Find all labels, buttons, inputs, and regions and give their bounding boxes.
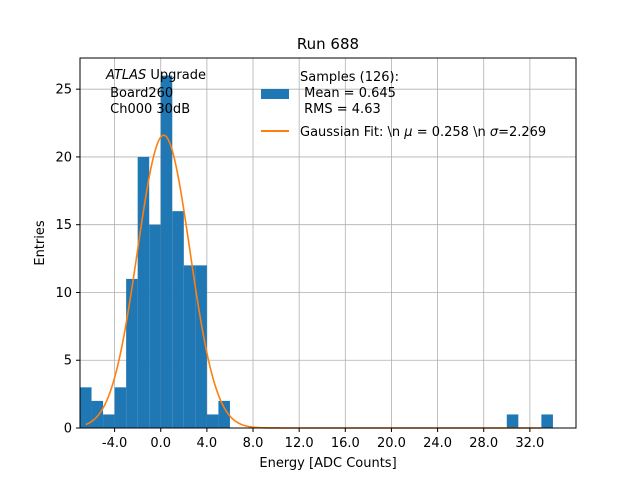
histogram-bar xyxy=(114,387,127,428)
legend-fit-sigma-text: =2.269 xyxy=(498,125,546,140)
x-tick-label: 24.0 xyxy=(423,436,452,451)
legend-patch-samples xyxy=(261,89,289,99)
chart-title: Run 688 xyxy=(297,35,359,53)
histogram-bar xyxy=(80,387,92,428)
x-tick-label: 8.0 xyxy=(243,436,264,451)
histogram-bar xyxy=(137,156,150,428)
annotation-italic-word: ATLAS xyxy=(105,68,146,83)
legend-samples-line-3: RMS = 4.63 xyxy=(300,102,381,117)
legend-fit-sigma-symbol: σ xyxy=(490,125,499,140)
y-tick-label: 5 xyxy=(64,354,72,369)
y-tick-label: 25 xyxy=(55,83,72,98)
x-axis-label: Energy [ADC Counts] xyxy=(259,456,396,471)
x-axis-ticks: -4.0 0.0 4.0 8.0 12.0 16.0 20.0 24.0 28.0 32.0 xyxy=(102,428,544,451)
annotation-line-2: Board260 xyxy=(106,86,173,101)
annotation-line-1: ATLAS Upgrade xyxy=(105,68,206,83)
x-tick-label: 16.0 xyxy=(331,436,360,451)
annotation-line-3: Ch000 30dB xyxy=(106,102,190,117)
y-tick-label: 20 xyxy=(55,150,72,165)
x-tick-label: 12.0 xyxy=(285,436,314,451)
y-tick-label: 15 xyxy=(55,218,72,233)
histogram-bar xyxy=(183,265,196,428)
histogram-bar xyxy=(195,265,207,428)
histogram-bar xyxy=(160,75,173,428)
legend-fit-prefix: Gaussian Fit: \n xyxy=(300,125,404,140)
legend: Samples (126): Mean = 0.645 RMS = 4.63 G… xyxy=(261,70,546,140)
y-axis-label: Entries xyxy=(33,220,48,266)
legend-fit-label: Gaussian Fit: \n μ = 0.258 \n σ=2.269 xyxy=(300,125,546,140)
histogram-bar xyxy=(541,414,553,428)
histogram-bar xyxy=(218,400,230,428)
atlas-annotation: ATLAS Upgrade Board260 Ch000 30dB xyxy=(105,68,206,117)
y-tick-label: 0 xyxy=(64,422,72,437)
y-tick-label: 10 xyxy=(55,286,72,301)
histogram-bar xyxy=(103,414,115,428)
legend-fit-mu-symbol: μ xyxy=(403,125,412,140)
x-tick-label: 32.0 xyxy=(515,436,544,451)
histogram-bar xyxy=(126,278,138,428)
plot-frame xyxy=(79,57,577,429)
legend-samples-line-1: Samples (126): xyxy=(300,70,399,85)
x-tick-label: 20.0 xyxy=(377,436,406,451)
histogram-bar xyxy=(206,414,219,428)
y-axis-ticks: 0 5 10 15 20 25 xyxy=(55,83,80,437)
histogram-bar xyxy=(149,224,161,428)
x-tick-label: -4.0 xyxy=(102,436,127,451)
histogram-bar xyxy=(172,211,184,428)
x-tick-label: 4.0 xyxy=(197,436,218,451)
histogram-bar xyxy=(506,414,519,428)
annotation-line-1-rest: Upgrade xyxy=(146,68,206,83)
x-tick-label: 28.0 xyxy=(469,436,498,451)
legend-samples-line-2: Mean = 0.645 xyxy=(300,86,396,101)
legend-fit-mu-text: = 0.258 \n xyxy=(413,125,490,140)
x-tick-label: 0.0 xyxy=(150,436,171,451)
histogram-bar xyxy=(91,400,104,428)
histogram-bars xyxy=(80,75,553,428)
